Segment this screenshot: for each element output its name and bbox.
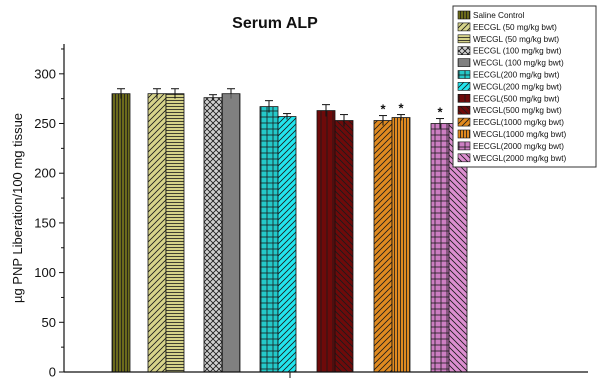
bar (373, 120, 393, 373)
legend-swatch (457, 58, 471, 67)
legend-swatch (457, 153, 471, 163)
bar (430, 123, 450, 373)
bar (203, 97, 223, 373)
legend-label: EECGL(1000 mg/kg bwt) (473, 118, 564, 127)
y-tick-label: 300 (34, 66, 56, 81)
legend-swatch (457, 46, 471, 56)
legend-label: EECGL(200 mg/kg bwt) (473, 71, 560, 80)
y-tick-label: 50 (42, 315, 56, 330)
y-tick-label: 250 (34, 116, 56, 131)
bar (165, 93, 185, 373)
legend-label: WECGL(500 mg/kg bwt) (473, 106, 562, 115)
bar (111, 93, 131, 373)
axes (63, 44, 588, 378)
legend-label: EECGL (100 mg/kg bwt) (473, 47, 562, 56)
legend-swatch (457, 105, 471, 115)
bars: **** (111, 88, 468, 373)
legend-swatch (457, 10, 471, 20)
chart-title: Serum ALP (232, 15, 318, 32)
legend-box (452, 5, 597, 168)
bar (277, 116, 297, 373)
significance-marker: * (437, 105, 443, 120)
legend-label: EECGL(500 mg/kg bwt) (473, 94, 560, 103)
y-tick-label: 100 (34, 265, 56, 280)
bar (259, 106, 279, 373)
legend-label: Saline Control (473, 11, 525, 20)
legend-label: WECGL(2000 mg/kg bwt) (473, 154, 567, 163)
legend-label: WECGL (50 mg/kg bwt) (473, 35, 559, 44)
legend-swatch (457, 129, 471, 139)
significance-marker: * (398, 101, 404, 116)
y-tick-label: 200 (34, 166, 56, 181)
legend: Saline Control EECGL (50 mg/kg bwt) WECGL … (452, 5, 597, 168)
legend-swatch (457, 22, 471, 32)
y-tick-label: 150 (34, 215, 56, 230)
bar (334, 120, 354, 373)
bar (147, 93, 167, 373)
y-tick-label: 0 (49, 365, 56, 380)
legend-label: EECGL(2000 mg/kg bwt) (473, 142, 564, 151)
significance-marker: * (380, 102, 386, 117)
bar (391, 117, 411, 373)
legend-label: WECGL (100 mg/kg bwt) (473, 59, 564, 68)
legend-label: WECGL(1000 mg/kg bwt) (473, 130, 567, 139)
legend-swatch (457, 70, 471, 79)
legend-label: EECGL (50 mg/kg bwt) (473, 23, 557, 32)
bar (316, 110, 336, 373)
y-axis-ticks: 0 50 100 150 200 250 300 (34, 48, 64, 380)
legend-label: WECGL(200 mg/kg bwt) (473, 82, 562, 91)
y-axis-label: µg PNP Liberation/100 mg tissue (10, 113, 25, 303)
bar (221, 93, 241, 373)
legend-swatch (457, 141, 471, 151)
legend-swatch (457, 117, 471, 127)
legend-swatch (457, 82, 471, 91)
legend-swatch (457, 34, 471, 44)
legend-swatch (457, 94, 471, 103)
